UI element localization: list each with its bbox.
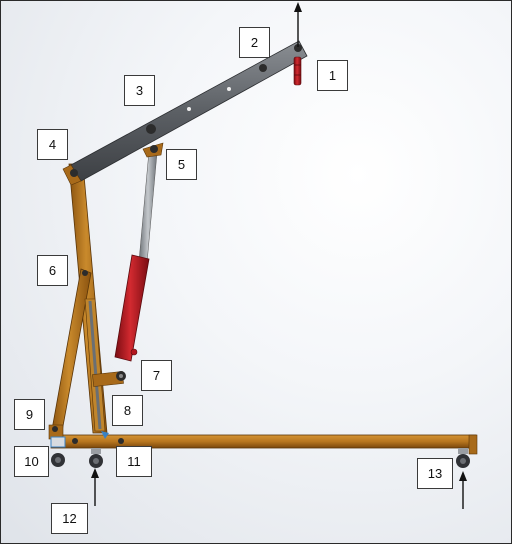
- callout-5: 5: [166, 149, 197, 180]
- front-wheel: [50, 436, 66, 467]
- callout-3: 3: [124, 75, 155, 106]
- diagonal-brace: [48, 268, 92, 440]
- hydraulic-cylinder: [114, 150, 158, 381]
- load-arrow-icon: [294, 2, 302, 47]
- callout-2: 2: [239, 27, 270, 58]
- middle-wheel: [89, 431, 109, 468]
- lifting-hook: [293, 44, 302, 86]
- callout-1: 1: [317, 60, 348, 91]
- callout-12: 12: [51, 503, 88, 534]
- inner-strut: [82, 270, 124, 432]
- support-arrow-icon-front: [91, 468, 99, 506]
- callout-10: 10: [14, 446, 49, 477]
- callout-11: 11: [116, 446, 152, 477]
- callout-8: 8: [112, 395, 143, 426]
- callout-4: 4: [37, 129, 68, 160]
- base-beam: [50, 434, 478, 455]
- callout-13: 13: [417, 458, 453, 489]
- callout-6: 6: [37, 255, 68, 286]
- support-arrow-icon-rear: [459, 471, 467, 509]
- rear-wheel: [456, 448, 470, 468]
- callout-7: 7: [141, 360, 172, 391]
- boom-arm: [62, 40, 308, 186]
- callout-9: 9: [14, 399, 45, 430]
